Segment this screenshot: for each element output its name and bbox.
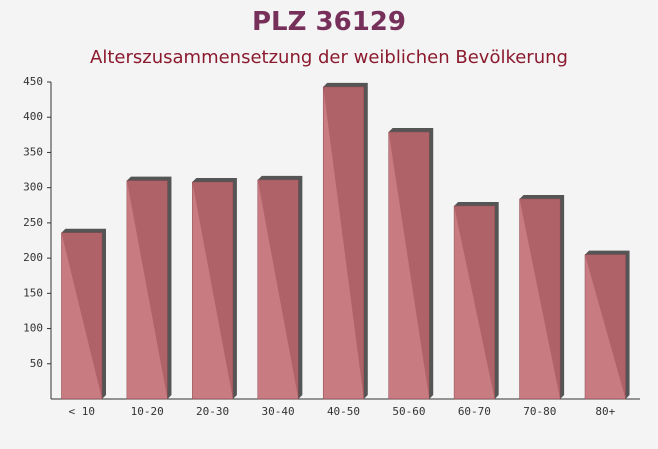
x-tick-label: 60-70 [458, 405, 491, 418]
y-tick-label: 300 [23, 181, 43, 194]
x-tick-label: 40-50 [327, 405, 360, 418]
y-tick-label: 50 [30, 357, 43, 370]
chart-subtitle: Alterszusammensetzung der weiblichen Bev… [90, 47, 568, 68]
x-tick-label: 30-40 [261, 405, 294, 418]
y-tick-label: 450 [23, 75, 43, 88]
bar [519, 198, 561, 400]
y-tick-label: 100 [23, 322, 43, 335]
y-tick-label: 350 [23, 145, 43, 158]
bar [257, 179, 299, 400]
x-tick-label: 20-30 [196, 405, 229, 418]
bar [453, 205, 495, 400]
bar [322, 86, 365, 400]
bar [388, 131, 430, 400]
bar [584, 254, 626, 400]
y-tick-label: 200 [23, 251, 43, 264]
chart-title: PLZ 36129 [252, 7, 406, 37]
x-tick-label: 10-20 [131, 405, 164, 418]
y-tick-label: 150 [23, 286, 43, 299]
bar [61, 232, 103, 400]
x-tick-label: < 10 [68, 405, 95, 418]
x-tick-label: 70-80 [523, 405, 556, 418]
y-tick-label: 400 [23, 110, 43, 123]
x-tick-label: 80+ [595, 405, 615, 418]
bar [126, 180, 168, 400]
bar [192, 181, 234, 400]
y-tick-label: 250 [23, 216, 43, 229]
x-tick-label: 50-60 [392, 405, 425, 418]
